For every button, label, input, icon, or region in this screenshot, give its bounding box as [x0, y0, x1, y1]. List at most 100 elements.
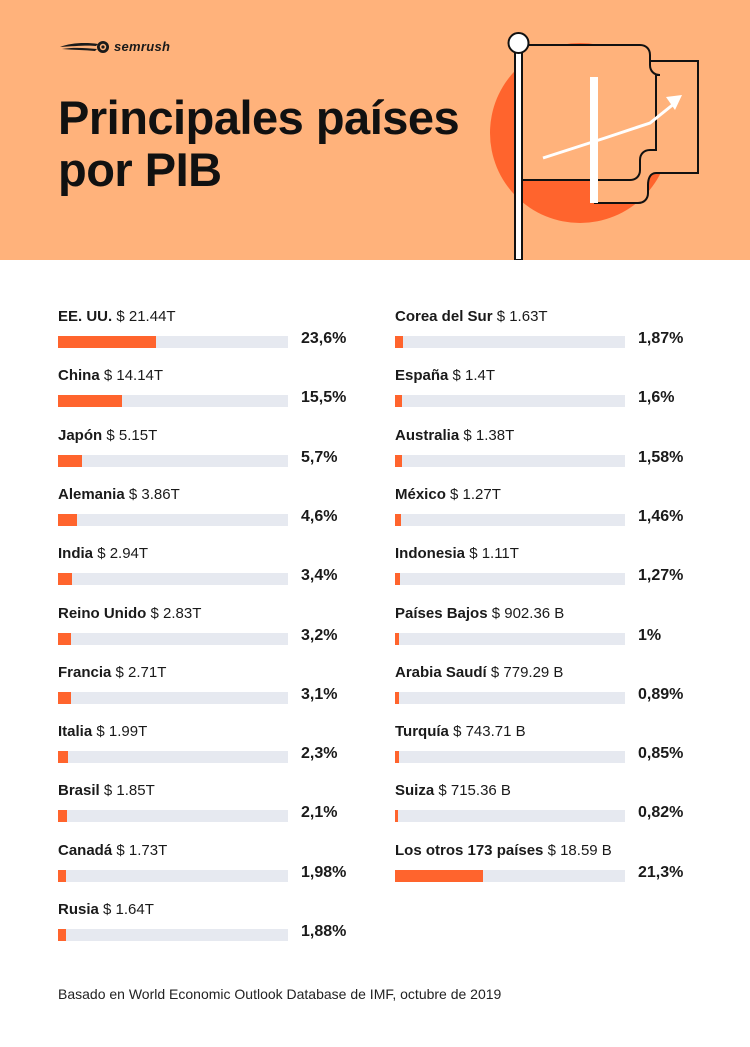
country-name: Canadá — [58, 841, 113, 859]
bar-label: Rusia $ 1.64T — [58, 901, 154, 918]
bar-label: Canadá $ 1.73T — [58, 842, 167, 859]
bar-fill — [395, 691, 399, 704]
bar-fill — [58, 513, 78, 526]
gdp-value: $ 1.99T — [96, 723, 148, 741]
bar-label: Alemania $ 3.86T — [58, 486, 180, 503]
bar-label: Japón $ 5.15T — [58, 427, 157, 444]
bar-track — [58, 869, 288, 882]
header-banner: semrush Principales países por PIB — [0, 0, 750, 260]
bar-label: Francia $ 2.71T — [58, 664, 166, 681]
bar-fill — [58, 336, 156, 348]
bar-label: Países Bajos $ 902.36 B — [395, 605, 564, 622]
country-name: Suiza — [395, 782, 435, 800]
country-name: Arabia Saudí — [395, 663, 487, 681]
country-name: India — [58, 545, 94, 563]
bar-label: Corea del Sur $ 1.63T — [395, 308, 548, 325]
bar-percent-label: 4,6% — [301, 507, 338, 525]
bar-label: Los otros 173 países $ 18.59 B — [395, 842, 612, 859]
page-title: Principales países por PIB — [58, 92, 498, 196]
bar-label: Reino Unido $ 2.83T — [58, 605, 201, 622]
bar-fill — [58, 632, 72, 645]
bar-track — [395, 691, 625, 704]
bar-fill — [395, 454, 402, 467]
bar-percent-label: 2,1% — [301, 804, 338, 822]
bar-label: EE. UU. $ 21.44T — [58, 308, 176, 325]
bar-percent-label: 23,6% — [301, 330, 347, 347]
bar-track — [395, 395, 625, 408]
country-name: Italia — [58, 723, 93, 741]
gdp-value: $ 1.73T — [116, 841, 168, 859]
bar-fill — [58, 691, 71, 704]
gdp-value: $ 14.14T — [103, 367, 164, 385]
gdp-value: $ 715.36 B — [438, 782, 511, 800]
bar-fill — [58, 751, 68, 764]
flag-growth-illustration — [490, 32, 699, 260]
brand-name: semrush — [114, 39, 171, 54]
country-name: Países Bajos — [395, 604, 488, 622]
bar-fill — [395, 395, 402, 408]
gdp-value: $ 1.85T — [103, 782, 155, 800]
bar-fill — [58, 573, 73, 586]
gdp-value: $ 2.94T — [97, 545, 149, 563]
bar-fill — [395, 810, 399, 823]
bar-fill — [395, 869, 484, 882]
bar-fill — [58, 929, 66, 941]
gdp-value: $ 1.63T — [496, 308, 548, 325]
gdp-value: $ 1.64T — [103, 901, 154, 918]
bar-fill — [58, 454, 82, 467]
bar-fill — [395, 573, 401, 586]
bar-fill — [58, 395, 123, 408]
gdp-value: $ 5.15T — [106, 426, 158, 444]
bar-percent-label: 5,7% — [301, 448, 338, 466]
country-name: Brasil — [58, 782, 100, 800]
bar-percent-label: 1,98% — [301, 863, 347, 881]
bar-fill — [395, 751, 399, 764]
growth-arrow-line — [542, 101, 676, 160]
bar-percent-label: 1,87% — [638, 330, 684, 347]
bar-track — [395, 336, 625, 348]
gdp-value: $ 1.27T — [450, 485, 501, 503]
gdp-value: $ 3.86T — [128, 485, 180, 503]
bar-percent-label: 0,85% — [638, 745, 684, 763]
gdp-value: $ 18.59 B — [547, 841, 612, 859]
bar-track — [58, 929, 288, 941]
gdp-value: $ 1.38T — [463, 426, 515, 444]
bar-percent-label: 0,82% — [638, 804, 684, 822]
bar-percent-label: 0,89% — [638, 685, 684, 703]
country-name: España — [395, 367, 449, 385]
bar-track — [58, 573, 288, 586]
brand-logo[interactable]: semrush — [60, 39, 170, 54]
bar-percent-label: 1,46% — [638, 507, 684, 525]
bar-percent-label: 2,3% — [301, 745, 338, 763]
source-note: Basado en World Economic Outlook Databas… — [58, 986, 502, 1002]
bar-percent-label: 3,2% — [301, 626, 338, 644]
bar-track — [395, 573, 625, 586]
bar-percent-label: 1% — [638, 626, 662, 644]
gdp-value: $ 902.36 B — [491, 604, 565, 622]
bar-percent-label: 1,27% — [638, 567, 684, 585]
title-line-2: por PIB — [58, 143, 222, 196]
bar-percent-label: 15,5% — [301, 389, 347, 407]
bar-track — [395, 751, 625, 764]
bar-label: Turquía $ 743.71 B — [395, 723, 526, 740]
country-name: Japón — [58, 426, 103, 444]
flag-pole — [514, 46, 523, 260]
bar-label: China $ 14.14T — [58, 367, 163, 384]
bar-track — [58, 810, 288, 823]
bar-track — [395, 454, 625, 467]
semrush-fireball-icon — [60, 40, 109, 53]
gdp-value: $ 1.4T — [452, 367, 496, 385]
flag-pole-ball — [507, 32, 530, 54]
country-name: China — [58, 367, 100, 385]
country-name: México — [395, 485, 446, 503]
bar-percent-label: 1,88% — [301, 923, 347, 940]
growth-arrow-head — [666, 95, 682, 110]
bar-track — [58, 454, 288, 467]
gdp-value: $ 779.29 B — [490, 663, 564, 681]
bar-track — [58, 395, 288, 408]
bar-label: Brasil $ 1.85T — [58, 782, 155, 799]
country-name: Francia — [58, 663, 112, 681]
bar-fill — [58, 869, 67, 882]
country-name: Alemania — [58, 485, 125, 503]
bar-label: Suiza $ 715.36 B — [395, 782, 511, 799]
